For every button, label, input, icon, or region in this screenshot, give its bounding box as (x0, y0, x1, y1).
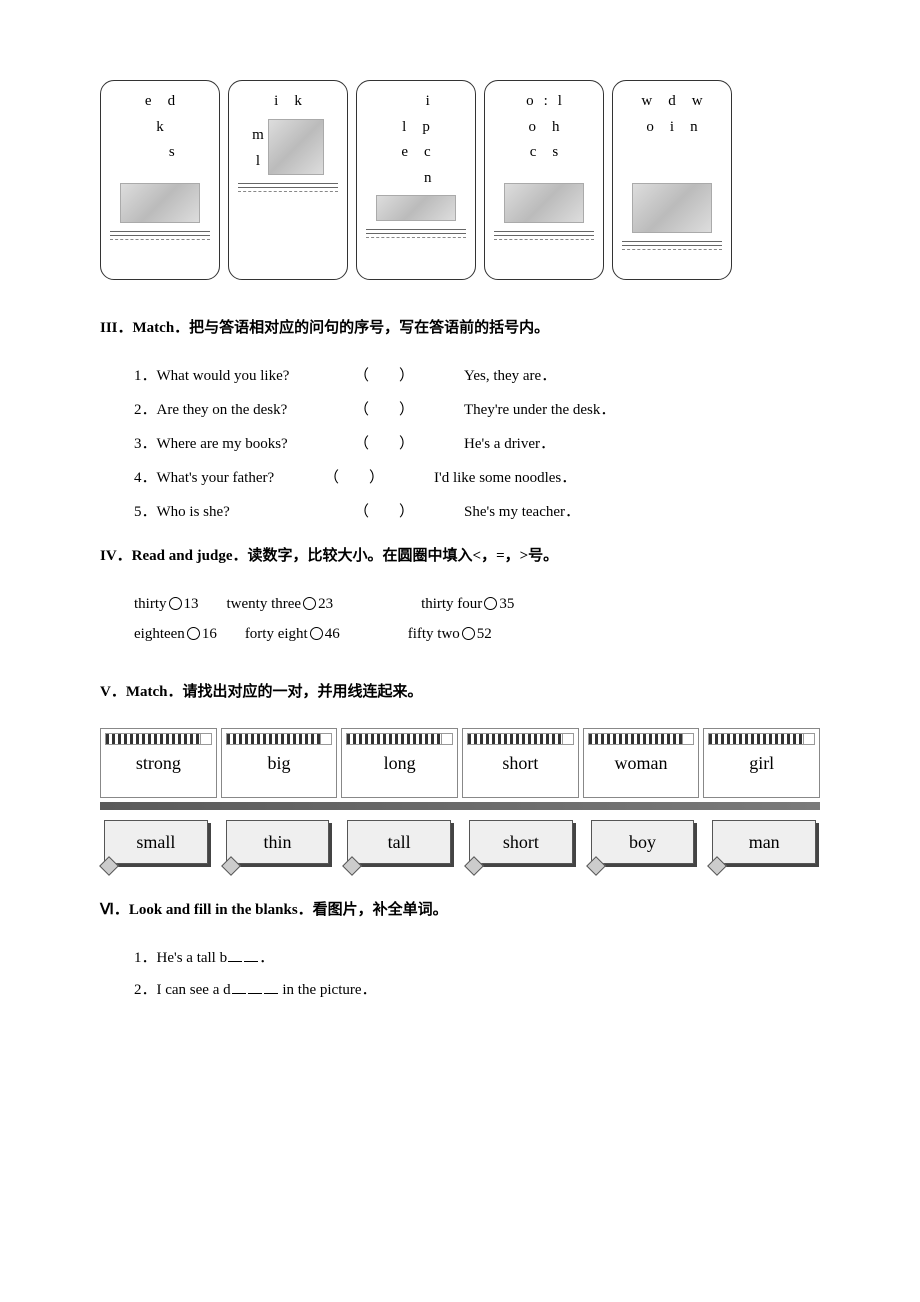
question: 3．Where are my books? (134, 432, 354, 456)
letters: o:l oh cs (518, 89, 570, 179)
blank (264, 979, 278, 994)
compare-item: twenty three23 (227, 592, 334, 616)
sentence-pre: 2．I can see a d (134, 982, 231, 998)
match-row-1: 1．What would you like?（ ）Yes, they are． (134, 364, 820, 388)
match-top-row: strong big long short woman girl (100, 728, 820, 798)
letter-box-5: wdw oin (612, 80, 732, 280)
milk-image (268, 119, 324, 175)
section3-title: III．Match．把与答语相对应的问句的序号，写在答语前的括号内。 (100, 316, 820, 340)
match-bottom-row: small thin tall short boy man (100, 820, 820, 864)
match-card: small (104, 820, 208, 864)
question: 1．What would you like? (134, 364, 354, 388)
section3-body: 1．What would you like?（ ）Yes, they are． … (100, 364, 820, 524)
match-container: strong big long short woman girl small t… (100, 728, 820, 864)
match-card: short (462, 728, 579, 798)
section4-title: IV．Read and judge．读数字，比较大小。在圆圈中填入<，=，>号。 (100, 544, 820, 568)
bracket: （ ） (354, 398, 464, 422)
letters: wdw oin (633, 89, 710, 179)
compare-row-1: thirty13 twenty three23 thirty four35 (134, 592, 820, 616)
question: 2．Are they on the desk? (134, 398, 354, 422)
sentence-post: in the picture． (279, 982, 377, 998)
bracket: （ ） (354, 364, 464, 388)
letter-boxes-row: ed k xs ik ml xi lp ec xn o:l oh cs (100, 80, 820, 280)
sentence-post: ． (259, 950, 274, 966)
answer: He's a driver． (464, 432, 820, 456)
writing-lines (238, 183, 338, 195)
question: 5．Who is she? (134, 500, 354, 524)
letter-box-1: ed k xs (100, 80, 220, 280)
letters: ed k xs (137, 89, 183, 179)
match-card: thin (226, 820, 330, 864)
fill-item-1: 1．He's a tall b ． (134, 946, 820, 970)
fill-item-2: 2．I can see a d in the picture． (134, 978, 820, 1002)
writing-lines (622, 241, 722, 253)
bracket: （ ） (324, 466, 434, 490)
match-card: short (469, 820, 573, 864)
writing-lines (366, 229, 466, 241)
answer: They're under the desk． (464, 398, 820, 422)
match-card: long (341, 728, 458, 798)
match-row-5: 5．Who is she?（ ）She's my teacher． (134, 500, 820, 524)
match-card: girl (703, 728, 820, 798)
compare-item: fifty two52 (408, 622, 492, 646)
match-row-3: 3．Where are my books?（ ）He's a driver． (134, 432, 820, 456)
match-card: tall (347, 820, 451, 864)
school-image (504, 183, 584, 223)
compare-item: thirty13 (134, 592, 199, 616)
answer: Yes, they are． (464, 364, 820, 388)
compare-row-2: eighteen16 forty eight46 fifty two52 (134, 622, 820, 646)
blank (244, 947, 258, 962)
answer: She's my teacher． (464, 500, 820, 524)
writing-lines (494, 231, 594, 243)
match-row-4: 4．What's your father?（ ）I'd like some no… (134, 466, 820, 490)
desk-image (120, 183, 200, 223)
compare-item: forty eight46 (245, 622, 340, 646)
compare-item: thirty four35 (421, 592, 514, 616)
writing-lines (110, 231, 210, 243)
blank (232, 979, 246, 994)
blank (228, 947, 242, 962)
blank (248, 979, 262, 994)
section5-title: V．Match．请找出对应的一对，并用线连起来。 (100, 680, 820, 704)
match-card: boy (591, 820, 695, 864)
match-card: big (221, 728, 338, 798)
pencil-image (376, 195, 456, 221)
bracket: （ ） (354, 500, 464, 524)
answer: I'd like some noodles． (434, 466, 820, 490)
match-row-2: 2．Are they on the desk?（ ）They're under … (134, 398, 820, 422)
letter-box-4: o:l oh cs (484, 80, 604, 280)
bracket: （ ） (354, 432, 464, 456)
question: 4．What's your father? (134, 466, 324, 490)
match-card: strong (100, 728, 217, 798)
letter-box-3: xi lp ec xn (356, 80, 476, 280)
match-card: woman (583, 728, 700, 798)
window-image (632, 183, 712, 233)
compare-item: eighteen16 (134, 622, 217, 646)
letter-box-2: ik ml (228, 80, 348, 280)
letters: ik ml (252, 89, 324, 183)
match-card: man (712, 820, 816, 864)
section6-title: Ⅵ．Look and fill in the blanks．看图片，补全单词。 (100, 898, 820, 922)
letters: xi lp ec xn (393, 89, 440, 191)
divider-strip (100, 802, 820, 810)
sentence-pre: 1．He's a tall b (134, 950, 227, 966)
